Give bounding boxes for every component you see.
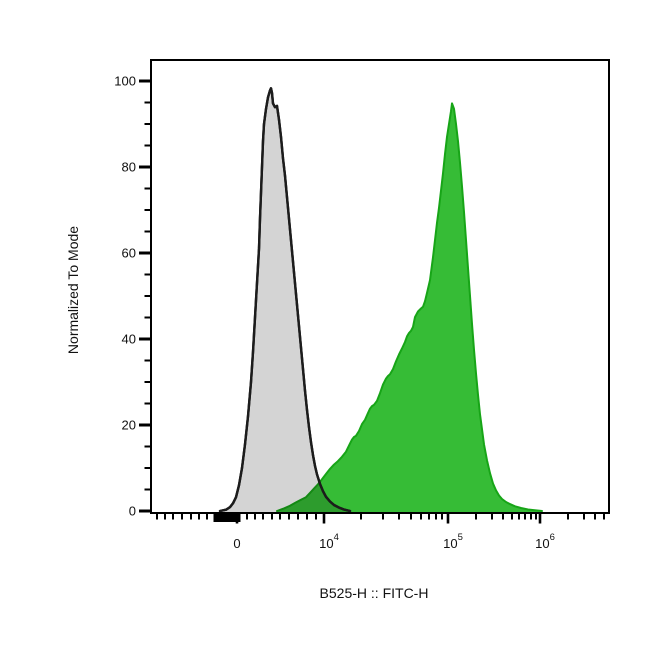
y-axis-tick-label: 80: [122, 160, 136, 175]
axes-layer: 100 80 60 40 20 0 0 104 105 106: [114, 59, 610, 551]
x-axis-title: B525-H :: FITC-H: [320, 585, 429, 601]
y-axis-tick-label: 60: [122, 246, 136, 261]
x-axis-tick-label: 104: [319, 532, 339, 551]
gray-histogram-outline-top: [218, 87, 352, 513]
y-axis-title: Normalized To Mode: [65, 226, 81, 354]
green-histogram-outline: [276, 102, 543, 512]
y-axis-tick-label: 40: [122, 332, 136, 347]
x-axis-tick-label: 0: [233, 536, 240, 551]
y-axis-tick-label: 0: [129, 504, 136, 519]
x-axis-tick-label: 106: [535, 532, 555, 551]
histogram-curves-layer: [218, 87, 543, 513]
x-axis-tick-label: 105: [443, 532, 463, 551]
plot-border: [150, 59, 610, 514]
green-histogram-group: [276, 102, 543, 513]
gray-histogram-fill: [220, 88, 350, 513]
green-histogram-fill: [277, 103, 542, 513]
y-axis-tick-label: 20: [122, 418, 136, 433]
y-axis-tick-label: 100: [114, 74, 136, 89]
